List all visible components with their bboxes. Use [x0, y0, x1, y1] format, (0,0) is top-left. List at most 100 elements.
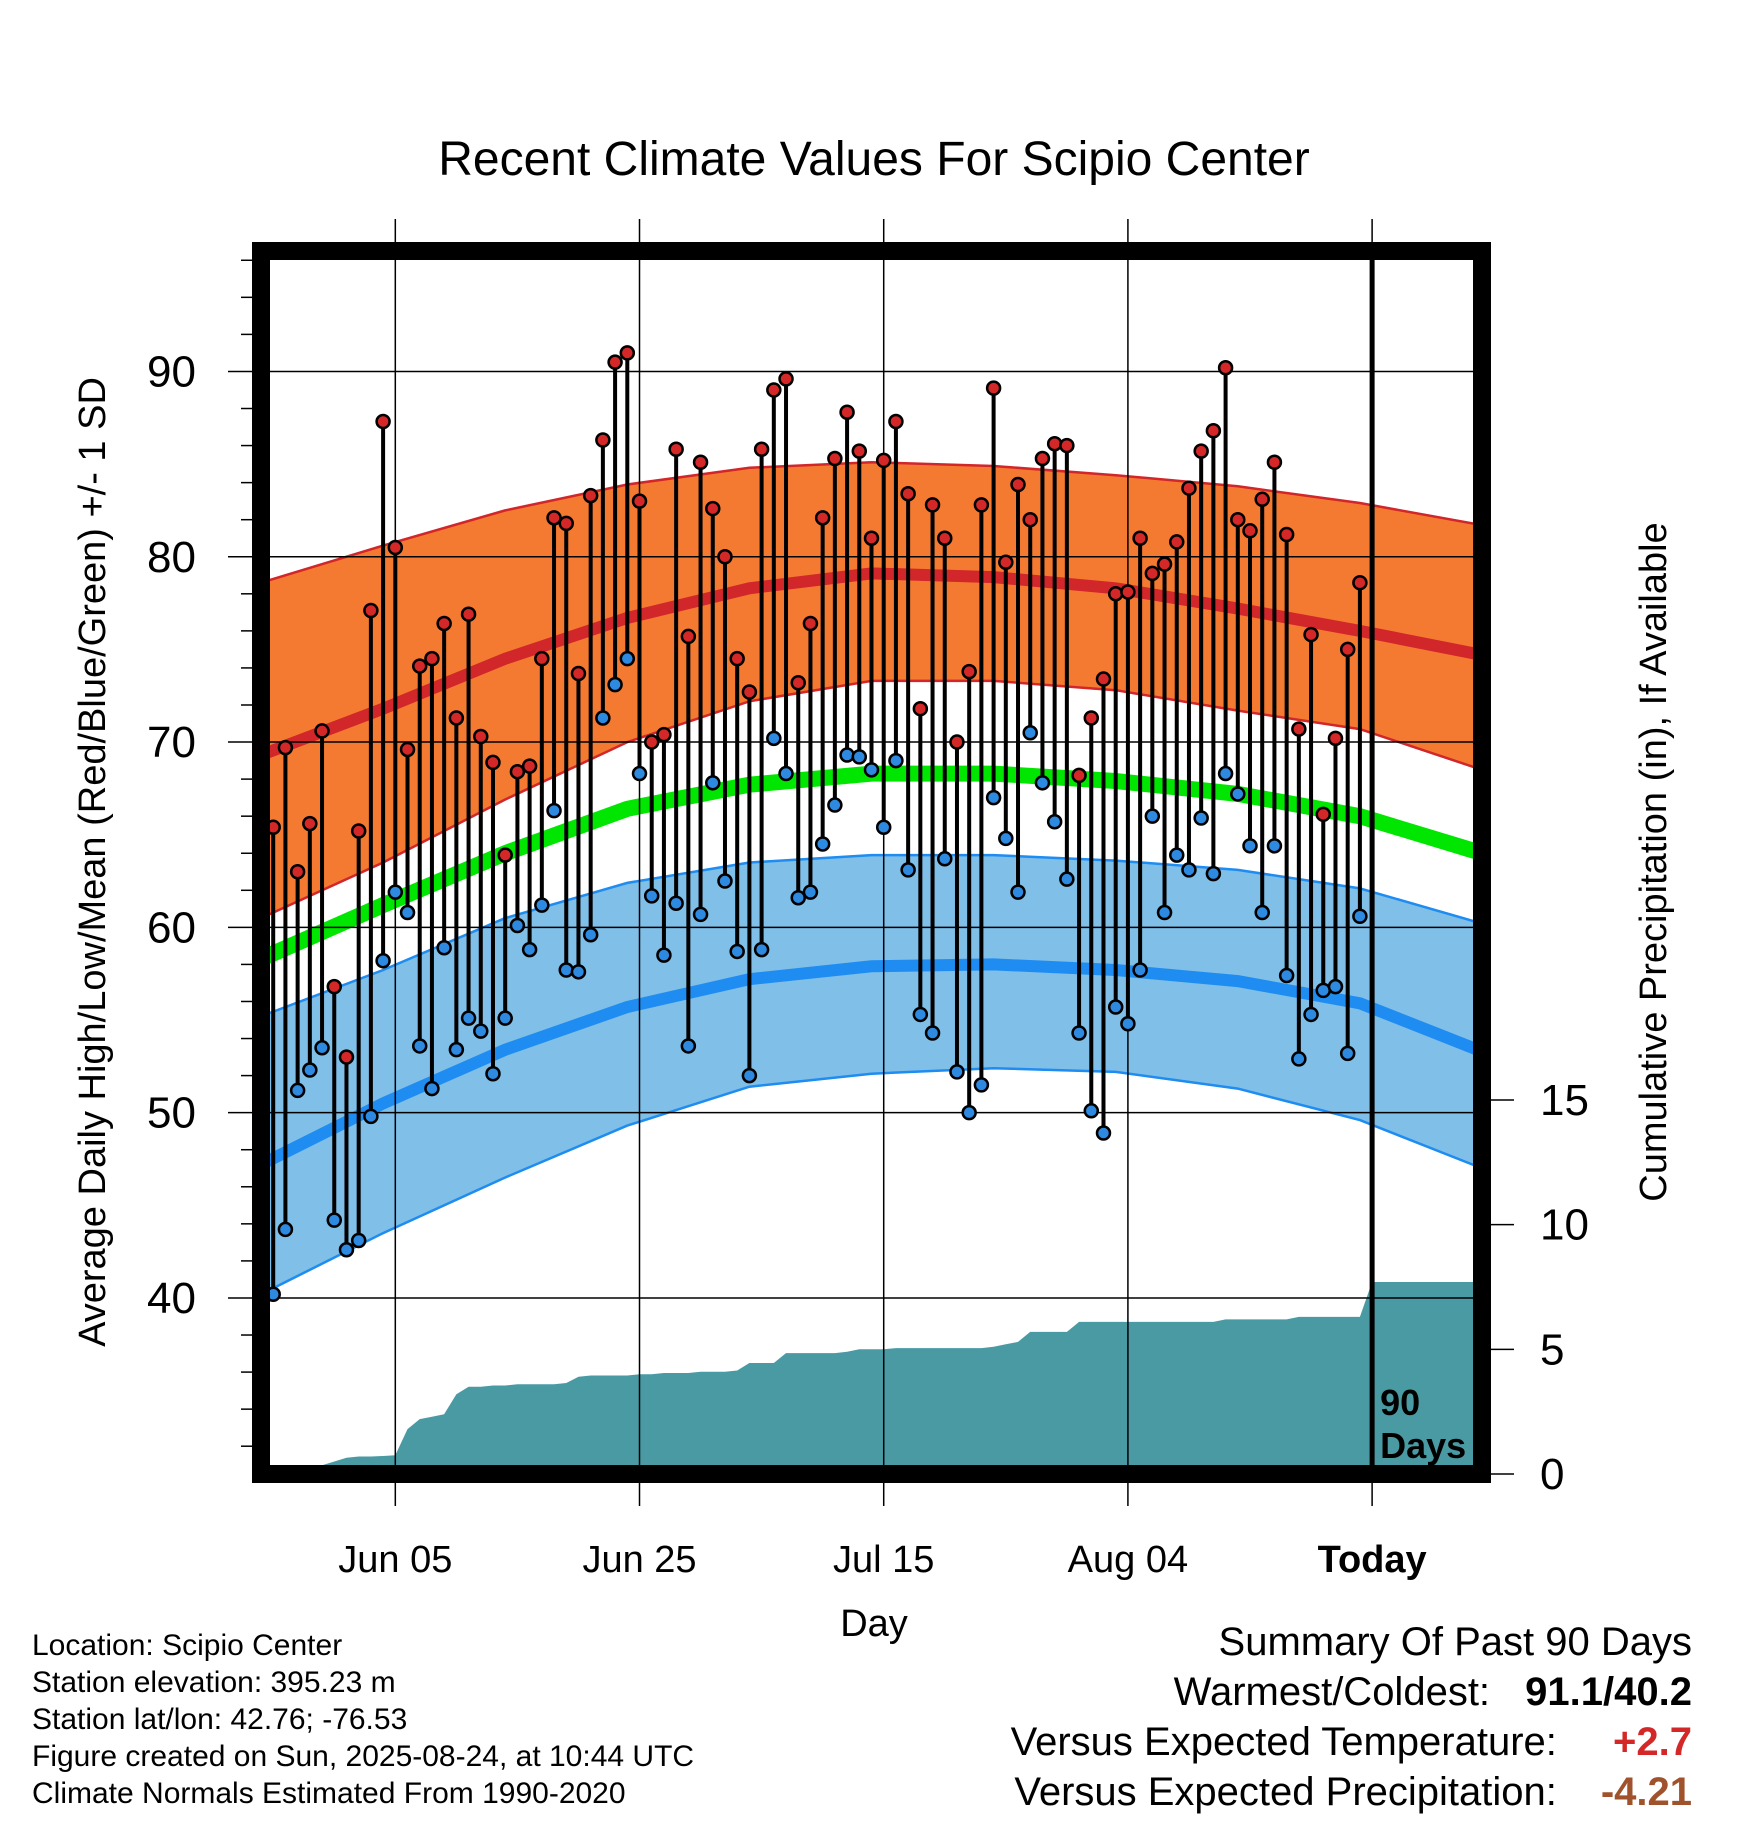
- daily-low-point: [473, 1023, 489, 1039]
- daily-low-point: [937, 851, 953, 867]
- daily-high-point: [680, 628, 697, 645]
- daily-high-point: [1303, 626, 1319, 643]
- daily-low-point: [717, 873, 733, 889]
- daily-low-point: [1022, 725, 1038, 741]
- daily-high-point: [1107, 586, 1124, 602]
- daily-low-point: [1034, 775, 1051, 791]
- daily-low-point: [912, 1006, 929, 1023]
- daily-high-point: [424, 650, 440, 667]
- daily-high-point: [1205, 422, 1222, 439]
- daily-low-point: [888, 752, 904, 769]
- temp-label: Versus Expected Temperature:: [1010, 1720, 1557, 1764]
- y-tick-label: 70: [147, 718, 196, 767]
- y-axis-label: Average Daily High/Low/Mean (Red/Blue/Gr…: [72, 377, 114, 1347]
- normals-text: Climate Normals Estimated From 1990-2020: [32, 1777, 626, 1810]
- daily-high-point: [1034, 450, 1051, 467]
- daily-low-point: [998, 830, 1014, 847]
- daily-low-point: [839, 747, 855, 763]
- summary-temp-row: Versus Expected Temperature: +2.7: [1011, 1717, 1692, 1767]
- daily-low-point: [387, 884, 404, 900]
- daily-low-point: [802, 884, 819, 900]
- daily-low-point: [436, 939, 452, 956]
- normal-low-line: [261, 958, 1482, 1170]
- daily-low-point: [656, 947, 672, 963]
- y2-tick-label: 10: [1540, 1201, 1589, 1250]
- daily-high-point: [1242, 523, 1258, 539]
- daily-high-point: [1071, 767, 1087, 784]
- daily-high-point: [473, 728, 489, 745]
- daily-low-point: [1095, 1125, 1112, 1141]
- daily-low-point: [619, 650, 636, 667]
- daily-low-point: [741, 1067, 758, 1084]
- daily-low-point: [497, 1010, 513, 1026]
- daily-low-point: [1144, 808, 1161, 824]
- daily-high-point: [485, 754, 501, 771]
- daily-low-point: [692, 906, 709, 923]
- daily-high-point: [766, 382, 782, 398]
- daily-low-point: [534, 897, 550, 913]
- daily-high-point: [1217, 359, 1234, 376]
- daily-low-point: [1132, 962, 1148, 978]
- daily-low-point: [973, 1077, 990, 1093]
- daily-high-point: [1010, 476, 1026, 493]
- daily-high-point: [802, 615, 819, 632]
- daily-high-point: [643, 734, 660, 750]
- daily-high-point: [302, 815, 318, 832]
- daily-high-point: [436, 615, 452, 632]
- daily-high-point: [1095, 671, 1112, 687]
- daily-low-point: [1181, 862, 1197, 878]
- daily-high-point: [1059, 437, 1075, 454]
- daily-high-point: [534, 650, 550, 667]
- daily-high-point: [1291, 721, 1307, 737]
- daily-low-point: [521, 941, 538, 958]
- daily-low-point: [1107, 999, 1124, 1015]
- station-info: Location: Scipio Center Station elevatio…: [32, 1627, 694, 1812]
- daily-high-point: [595, 432, 611, 448]
- y2-tick-label: 5: [1540, 1325, 1564, 1374]
- daily-high-point: [778, 371, 794, 387]
- daily-high-point: [863, 530, 880, 546]
- daily-low-point: [289, 1082, 306, 1099]
- daily-low-point: [509, 917, 526, 934]
- daily-low-point: [1266, 838, 1283, 854]
- daily-low-point: [558, 962, 574, 978]
- daily-low-point: [595, 710, 611, 726]
- daily-high-point: [668, 441, 684, 458]
- today-days-label: 90: [1380, 1382, 1420, 1423]
- y2-tick-label: 0: [1540, 1450, 1564, 1499]
- y-tick-label: 90: [147, 347, 196, 396]
- daily-high-point: [582, 487, 599, 504]
- daily-low-point: [350, 1232, 367, 1249]
- daily-low-point: [863, 762, 880, 778]
- daily-low-point: [643, 888, 660, 904]
- daily-high-point: [363, 602, 379, 619]
- daily-low-point: [1303, 1006, 1319, 1023]
- summary-heading: Summary Of Past 90 Days: [1218, 1620, 1692, 1664]
- daily-high-point: [705, 500, 721, 517]
- x-tick-label: Jun 05: [338, 1539, 452, 1581]
- daily-high-point: [753, 441, 770, 458]
- x-axis-label: Day: [840, 1603, 908, 1645]
- warmest-value: 91.1/40.2: [1525, 1670, 1692, 1714]
- daily-low-point: [460, 1010, 477, 1026]
- daily-high-point: [1181, 480, 1197, 496]
- daily-low-point: [875, 819, 892, 836]
- precip-value: -4.21: [1600, 1770, 1692, 1814]
- daily-low-point: [1156, 904, 1173, 921]
- summary-warmest-row: Warmest/Coldest: 91.1/40.2: [1011, 1667, 1692, 1717]
- daily-low-point: [680, 1038, 697, 1054]
- daily-low-point: [827, 797, 843, 813]
- plot-frame: [252, 242, 1491, 1483]
- daily-low-point: [705, 775, 721, 791]
- daily-high-point: [924, 497, 941, 513]
- daily-high-point: [717, 549, 733, 565]
- daily-high-point: [1046, 435, 1063, 452]
- elevation-text: Station elevation: 395.23 m: [32, 1666, 396, 1699]
- daily-high-point: [1315, 806, 1332, 823]
- daily-low-point: [338, 1242, 355, 1258]
- daily-low-point: [314, 1040, 330, 1056]
- daily-high-point: [998, 554, 1014, 571]
- daily-high-point: [912, 700, 929, 717]
- daily-low-point: [546, 802, 562, 819]
